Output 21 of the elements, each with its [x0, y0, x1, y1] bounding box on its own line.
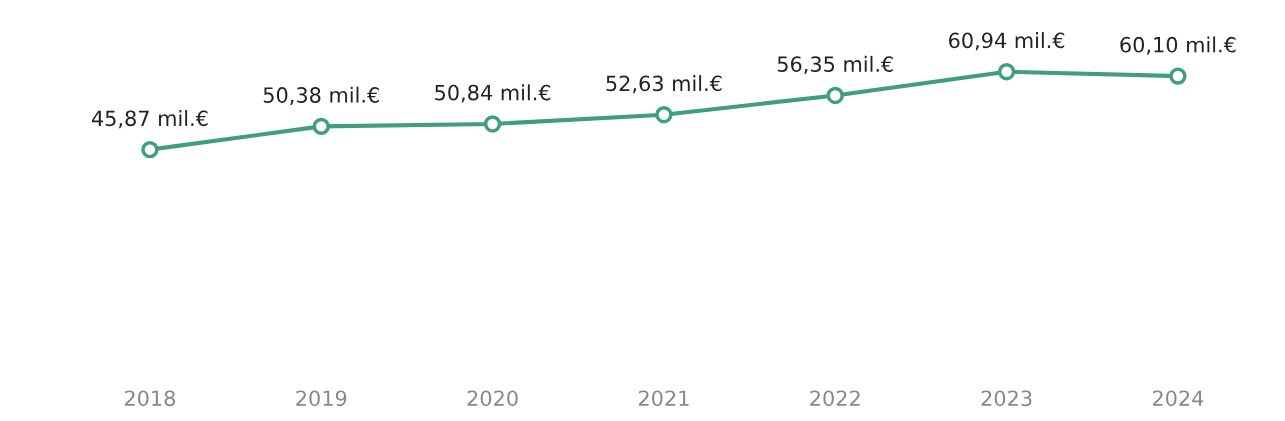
point — [826, 86, 844, 105]
point — [655, 106, 673, 124]
data-label: 60,94 mil.€ — [949, 32, 1065, 51]
x-tick-label: 2021 — [638, 390, 689, 407]
data-label: 50,38 mil.€ — [263, 86, 379, 105]
point — [1169, 67, 1187, 85]
data-label: 60,10 mil.€ — [1120, 36, 1236, 55]
point — [997, 63, 1016, 81]
data-label: 56,35 mil.€ — [777, 55, 893, 75]
x-tick-label: 2023 — [981, 390, 1032, 407]
point — [312, 117, 330, 136]
x-tick-label: 2024 — [1152, 390, 1204, 407]
x-tick-label: 2022 — [810, 390, 860, 407]
x-tick-label: 2020 — [467, 390, 518, 407]
x-tick-label: 2019 — [296, 390, 347, 407]
point — [141, 141, 159, 159]
x-tick-label: 2018 — [124, 390, 175, 407]
data-label: 52,63 mil.€ — [606, 75, 722, 94]
data-label: 50,84 mil.€ — [435, 84, 551, 103]
point — [483, 115, 502, 133]
data-label: 45,87 mil.€ — [91, 110, 208, 129]
